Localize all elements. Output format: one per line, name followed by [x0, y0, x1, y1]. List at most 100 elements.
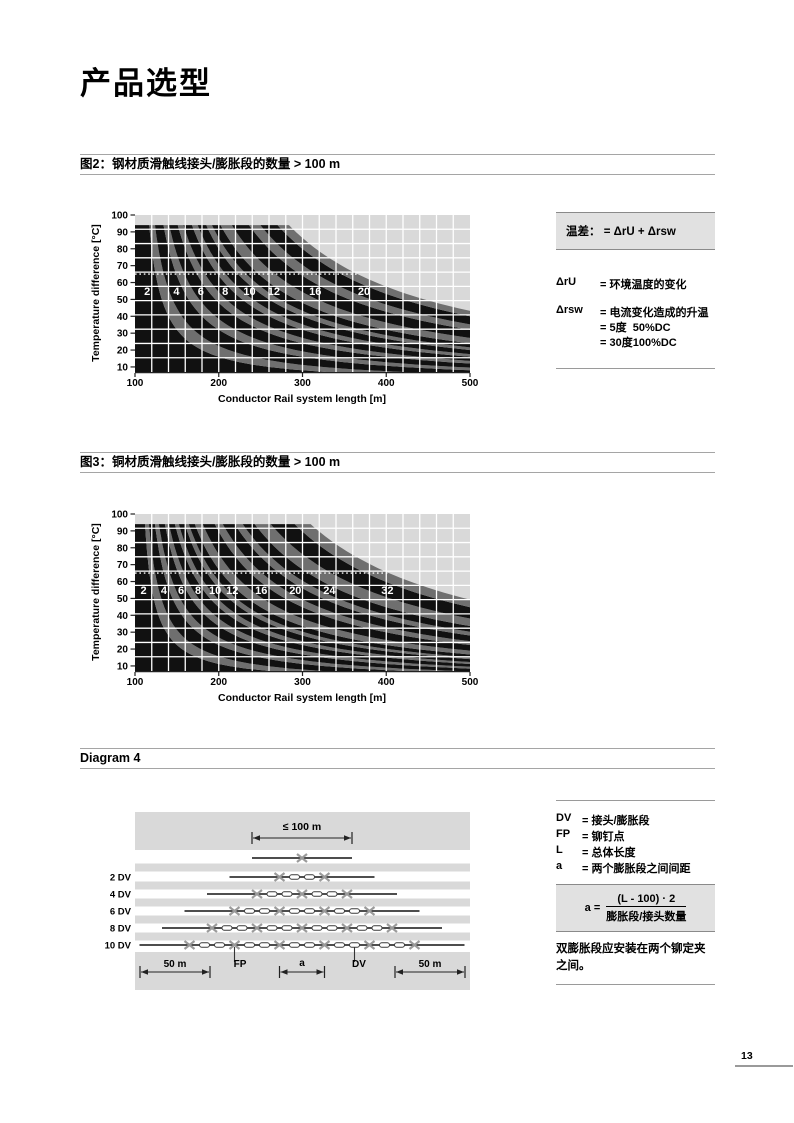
- expansion-element: [304, 908, 315, 914]
- expansion-element: [289, 908, 300, 914]
- fixpoint-x-mark: [296, 853, 308, 863]
- axes: 100 200 300 400 500 10 20 30 40 50 60 70 80 90 100 Cond…: [90, 211, 479, 406]
- fixpoint-x-mark: [251, 889, 263, 899]
- fixpoint-x-mark: [228, 940, 241, 950]
- legend-def: = 接头/膨胀段: [582, 815, 650, 827]
- diagram4-legend-row: DV = 接头/膨胀段: [556, 812, 715, 828]
- svg-text-label: 8: [222, 286, 228, 298]
- expansion-element: [289, 942, 300, 948]
- fixpoint-x-mark: [296, 889, 308, 899]
- rail-row: [252, 853, 352, 863]
- dv-label: DV: [352, 959, 366, 970]
- legend-term: DV: [556, 812, 572, 824]
- fixpoint-x-mark: [251, 923, 263, 933]
- svg-text-label: 30: [117, 329, 129, 340]
- expansion-element: [326, 891, 338, 897]
- svg-text-label: 80: [117, 244, 129, 255]
- svg-text-label: 100: [127, 378, 144, 389]
- fixpoint-x-mark: [228, 906, 241, 916]
- expansion-element: [281, 891, 293, 897]
- svg-text-label: 80: [117, 543, 129, 554]
- expansion-element: [349, 942, 360, 948]
- diagram4-note: 双膨胀段应安装在两个铆定夹之间。: [556, 943, 706, 973]
- separator-stripe: [135, 932, 470, 941]
- rail-row: 10 DV: [105, 940, 465, 952]
- figure2-formula: 温差： = ΔrU + Δrsw: [566, 226, 676, 238]
- figure3-header-label: 图3：铜材质滑触线接头/膨胀段的数量 > 100 m: [80, 455, 341, 469]
- expansion-element: [394, 942, 405, 948]
- svg-text-label: 30: [117, 628, 129, 639]
- bottom-band: [135, 952, 470, 990]
- divider-rule: [556, 800, 715, 801]
- divider-rule: [556, 368, 715, 369]
- expansion-element: [266, 891, 278, 897]
- svg-text-label: 70: [117, 560, 129, 571]
- svg-text-label: 300: [294, 677, 311, 688]
- svg-text-label: 12: [268, 286, 280, 298]
- legend-def: = 总体长度: [582, 847, 636, 859]
- figure2-chart: 2 4 6 8 10 12 16 20 100 200 300 400 500 10 20 30 40 50 60 7…: [90, 211, 479, 406]
- fixpoint-x-mark: [341, 889, 353, 899]
- formula-fraction: (L - 100) · 2 膨胀段/接头数量: [606, 893, 687, 924]
- svg-text-label: 20: [117, 645, 129, 656]
- row-label: 2 DV: [110, 873, 132, 884]
- expansion-element: [371, 925, 383, 931]
- expansion-element: [259, 942, 270, 948]
- x-axis-title: Conductor Rail system length [m]: [218, 393, 386, 405]
- svg-text-label: 200: [210, 378, 227, 389]
- svg-text-label: 200: [210, 677, 227, 688]
- expansion-element: [304, 942, 315, 948]
- svg-text-label: 20: [358, 286, 370, 298]
- figure2-legend-sub-2: = 30度100%DC: [600, 337, 677, 349]
- diagram4-formula-box: a = (L - 100) · 2 膨胀段/接头数量: [556, 884, 715, 932]
- svg-text-label: 90: [117, 227, 129, 238]
- fixpoint-x-mark: [363, 940, 376, 950]
- svg-text-label: 10: [209, 585, 221, 597]
- fixpoint-x-mark: [318, 940, 331, 950]
- expansion-element: [356, 925, 368, 931]
- diagram4-legend-row: FP = 铆钉点: [556, 828, 715, 844]
- figure2-header-label: 图2：钢材质滑触线接头/膨胀段的数量 > 100 m: [80, 157, 341, 171]
- svg-text-label: 500: [462, 677, 479, 688]
- svg-text-label: 100: [111, 211, 128, 222]
- svg-text-label: 12: [226, 585, 238, 597]
- svg-text-label: 32: [381, 585, 393, 597]
- svg-text-label: 4: [173, 286, 180, 298]
- row-label: 4 DV: [110, 890, 132, 901]
- svg-text-label: 10: [117, 362, 129, 373]
- legend-term: ΔrU: [556, 276, 577, 288]
- expansion-element: [326, 925, 338, 931]
- svg-text-label: 20: [289, 585, 301, 597]
- expansion-element: [379, 942, 390, 948]
- separator-stripe: [135, 881, 470, 890]
- expansion-element: [289, 874, 300, 880]
- fixpoint-x-mark: [341, 923, 353, 933]
- legend-term: Δrsw: [556, 304, 583, 316]
- expansion-element: [259, 908, 270, 914]
- rail-row: 8 DV: [110, 923, 442, 935]
- page-number-rule: [735, 1065, 793, 1067]
- legend-term: a: [556, 860, 563, 872]
- formula-lead: a =: [584, 902, 601, 914]
- expansion-element: [349, 908, 360, 914]
- svg-text-label: 100: [127, 677, 144, 688]
- diagram4-legend-row: a = 两个膨胀段之间间距: [556, 860, 715, 876]
- row-label: 6 DV: [110, 907, 132, 918]
- figure2-legend-row-1: ΔrU = 环境温度的变化: [556, 276, 715, 292]
- fixpoint-x-mark: [318, 906, 331, 916]
- figure2-legend-sub-1: = 5度 50%DC: [600, 322, 671, 334]
- legend-def: = 铆钉点: [582, 831, 625, 843]
- expansion-element: [334, 942, 345, 948]
- separator-stripe: [135, 863, 470, 872]
- expansion-element: [334, 908, 345, 914]
- a-label: a: [299, 958, 305, 969]
- diagram4-header-label: Diagram 4: [80, 751, 141, 765]
- expansion-element: [281, 925, 293, 931]
- svg-text-label: 10: [117, 661, 129, 672]
- page-title: 产品选型: [80, 66, 212, 101]
- formula-numerator: (L - 100) · 2: [606, 893, 687, 907]
- svg-text-label: 4: [161, 585, 168, 597]
- divider-rule: [556, 984, 715, 985]
- diagram4-legend-row: L = 总体长度: [556, 844, 715, 860]
